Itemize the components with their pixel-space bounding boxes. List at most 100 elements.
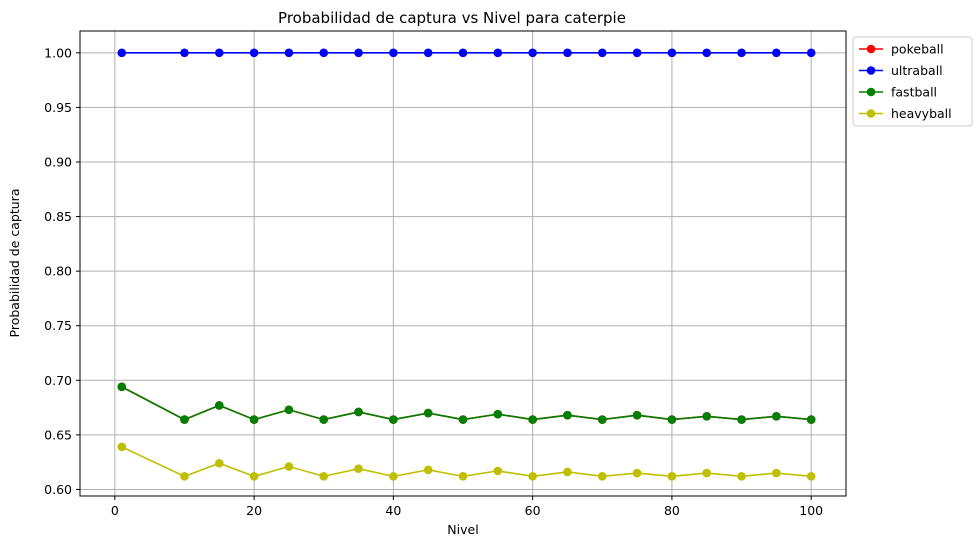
grid [80,31,846,496]
data-point-fastball [423,408,433,418]
data-point-fastball [737,415,746,424]
data-point-ultraball [667,48,677,58]
x-tick-label: 80 [664,503,680,518]
series-layer [117,48,816,481]
legend-marker [866,44,876,54]
y-tick-label: 0.70 [44,373,72,388]
x-tick-label: 0 [111,503,119,518]
chart-title: Probabilidad de captura vs Nivel para ca… [278,9,626,27]
legend-marker [866,87,876,97]
y-tick-label: 0.65 [44,427,72,442]
legend-label: pokeball [891,42,944,57]
x-tick-label: 100 [799,503,823,518]
data-point-fastball [319,415,329,424]
data-point-fastball [632,410,642,420]
data-point-heavyball [563,467,572,477]
data-point-heavyball [423,465,433,475]
y-tick-label: 0.60 [44,482,72,497]
y-tick-label: 0.75 [44,318,72,333]
data-point-ultraball [249,48,259,58]
data-point-heavyball [702,468,712,478]
data-point-heavyball [284,462,294,471]
data-point-ultraball [597,48,607,58]
data-point-ultraball [528,48,537,58]
data-point-fastball [563,410,572,420]
data-point-fastball [597,415,607,424]
data-point-fastball [249,415,259,424]
x-axis-label: Nivel [447,522,478,537]
series-line-heavyball [121,446,812,478]
data-point-heavyball [458,472,468,481]
data-point-heavyball [772,468,781,478]
data-point-ultraball [702,48,712,58]
legend-box [852,36,973,127]
data-point-fastball [806,415,816,424]
series-ultraball [117,48,816,58]
data-point-heavyball [528,472,537,481]
data-point-fastball [772,412,781,421]
data-point-heavyball [667,472,677,481]
data-point-fastball [284,405,294,415]
data-point-ultraball [389,48,398,58]
series-line-fastball [121,386,812,421]
data-point-heavyball [632,468,642,478]
legend-item-ultraball: ultraball [859,63,943,78]
data-point-fastball [458,415,468,424]
y-axis: 0.60 0.65 0.70 0.75 0.80 0.85 0.90 0.95 1.00 [44,45,80,497]
data-point-heavyball [249,472,259,481]
data-point-fastball [117,382,127,392]
legend-item-pokeball: pokeball [859,42,944,57]
legend-label: ultraball [891,63,943,78]
data-point-ultraball [423,48,433,58]
data-point-ultraball [458,48,468,58]
y-tick-label: 0.95 [44,100,72,115]
x-tick-label: 20 [246,503,262,518]
legend-label: heavyball [891,106,952,121]
legend-marker [866,66,876,75]
legend-item-heavyball: heavyball [859,106,952,121]
x-tick-label: 40 [385,503,401,518]
series-fastball [117,382,816,424]
data-point-fastball [493,409,503,419]
data-point-fastball [528,415,537,424]
data-point-fastball [702,412,712,421]
data-point-heavyball [597,472,607,481]
data-point-ultraball [737,48,746,58]
data-point-ultraball [117,48,127,58]
data-point-fastball [354,407,363,417]
data-point-heavyball [389,472,398,481]
plot-frame [79,30,847,497]
data-point-heavyball [180,472,189,481]
legend: pokeball ultraball fastball heavyball [852,36,973,127]
data-point-ultraball [319,48,329,58]
x-axis: 0 20 40 60 80 100 [111,496,823,518]
data-point-heavyball [806,472,816,481]
data-point-ultraball [632,48,642,58]
data-point-heavyball [354,464,363,474]
data-point-heavyball [737,472,746,481]
data-point-fastball [180,415,189,424]
legend-marker [866,109,876,118]
data-point-ultraball [354,48,363,58]
data-point-ultraball [284,48,294,58]
data-point-ultraball [563,48,572,58]
data-point-heavyball [319,472,329,481]
data-point-ultraball [772,48,781,58]
series-heavyball [117,442,816,481]
data-point-ultraball [214,48,224,58]
data-point-heavyball [117,442,127,452]
y-axis-label: Probabilidad de captura [7,189,22,338]
data-point-fastball [667,415,677,424]
data-point-ultraball [180,48,189,58]
data-point-fastball [389,415,398,424]
y-tick-label: 1.00 [44,45,72,60]
legend-item-fastball: fastball [859,85,937,100]
data-point-ultraball [493,48,503,58]
legend-label: fastball [891,85,937,100]
data-point-heavyball [493,466,503,476]
data-point-ultraball [806,48,816,58]
y-tick-label: 0.80 [44,264,72,279]
data-point-fastball [214,401,224,410]
y-tick-label: 0.85 [44,209,72,224]
